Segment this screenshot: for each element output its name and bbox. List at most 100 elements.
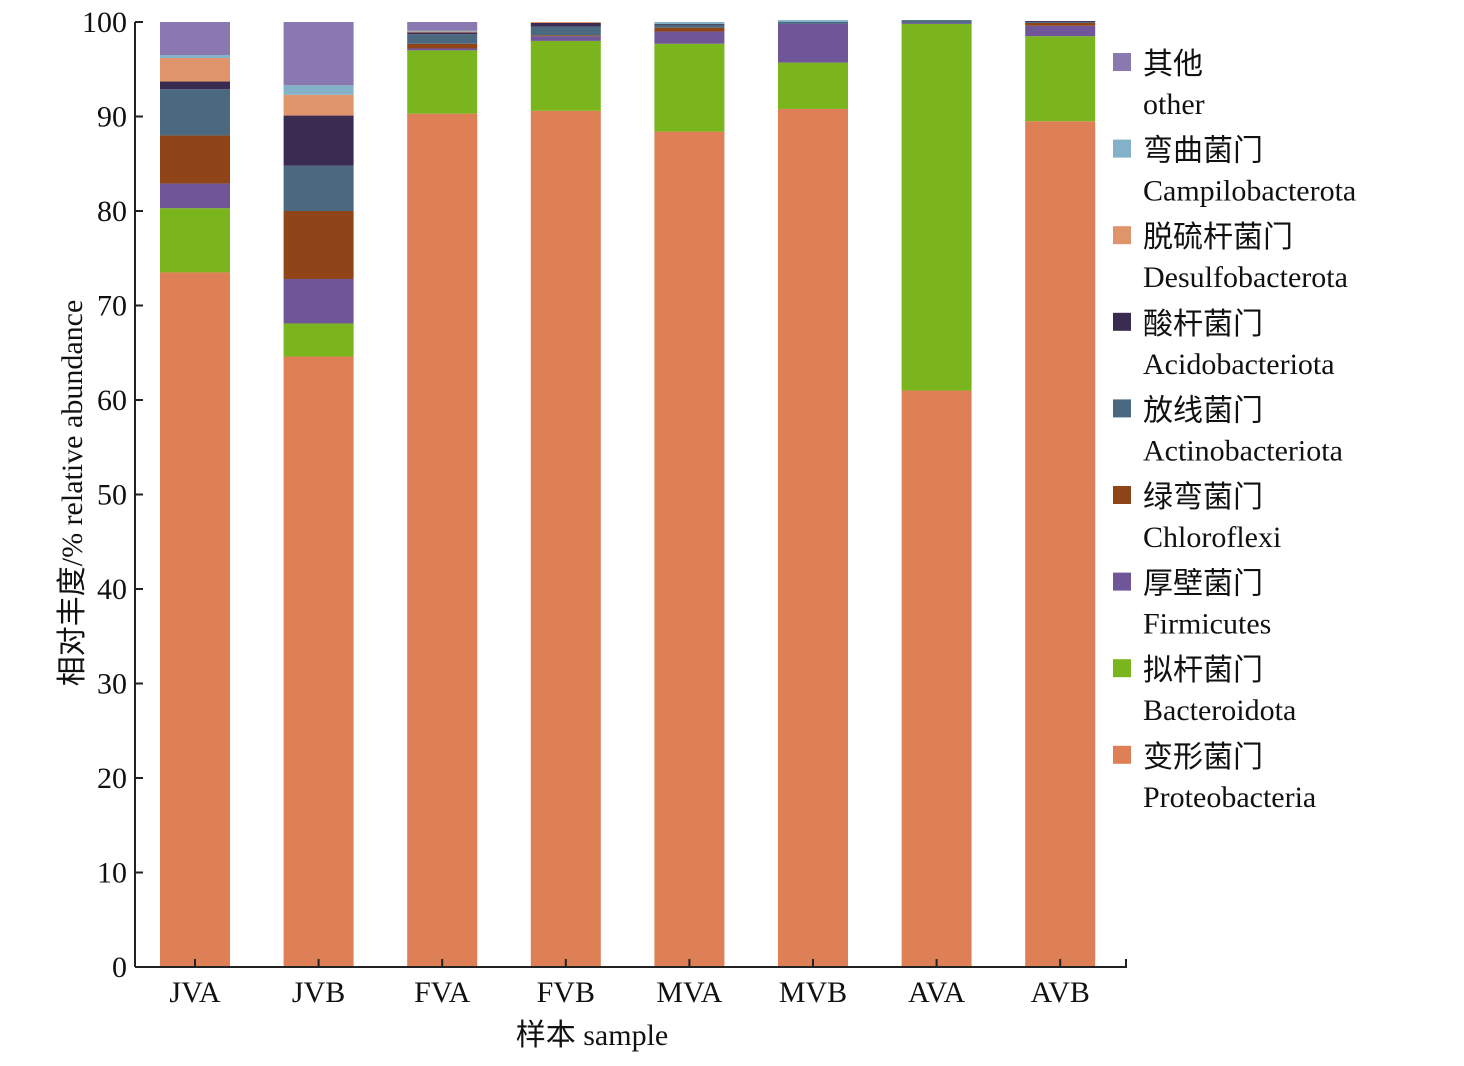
x-tick-label-jvb: JVB bbox=[292, 976, 345, 1009]
bar-segment-jva-other bbox=[160, 22, 230, 56]
bar-segment-fvb-acidobacteriota bbox=[530, 22, 601, 27]
bar-segment-avb-chloroflexi bbox=[1025, 22, 1096, 26]
bar-segment-mvb-bacteroidota bbox=[778, 62, 848, 109]
legend-label-cn-other: 其他 bbox=[1143, 48, 1203, 81]
bar-segment-jvb-other bbox=[283, 22, 354, 86]
bar-segment-jvb-campilobacterota bbox=[283, 85, 354, 95]
legend-swatch-firmicutes bbox=[1113, 572, 1131, 591]
bar-segment-fva-other bbox=[407, 22, 478, 31]
y-tick-label: 50 bbox=[97, 479, 127, 512]
legend-label-firmicutes: Firmicutes bbox=[1143, 608, 1271, 641]
bar-segment-fvb-firmicutes bbox=[530, 36, 601, 41]
bar-segment-fva-actinobacteriota bbox=[407, 34, 478, 44]
bar-segment-jvb-desulfobacterota bbox=[283, 94, 354, 116]
y-ticks-group: 0 10 20 30 40 50 60 70 80 90 100 bbox=[82, 6, 143, 984]
bar-segment-fva-proteobacteria bbox=[407, 113, 478, 967]
bar-segment-jva-proteobacteria bbox=[160, 272, 230, 967]
legend-label-proteobacteria: Proteobacteria bbox=[1143, 781, 1316, 814]
legend-swatch-desulfobacterota bbox=[1113, 226, 1131, 245]
x-ticks-group: JVA JVB FVA FVB MVA MVB AVA AVB bbox=[169, 959, 1127, 1009]
legend-label-cn-proteobacteria: 变形菌门 bbox=[1143, 741, 1263, 774]
legend-label-cn-actinobacteriota: 放线菌门 bbox=[1143, 394, 1263, 427]
legend-label-cn-chloroflexi: 绿弯菌门 bbox=[1143, 481, 1263, 514]
bar-segment-jvb-acidobacteriota bbox=[283, 115, 354, 166]
bar-segment-jvb-bacteroidota bbox=[283, 323, 354, 357]
bar-segment-mva-bacteroidota bbox=[654, 43, 725, 132]
bar-segment-mvb-firmicutes bbox=[778, 23, 848, 63]
legend-label-cn-desulfobacterota: 脱硫杆菌门 bbox=[1143, 221, 1293, 254]
y-tick-label: 90 bbox=[97, 101, 127, 134]
y-tick-label: 30 bbox=[97, 668, 127, 701]
bar-segment-mvb-proteobacteria bbox=[778, 108, 848, 967]
bar-segment-fva-desulfobacterota bbox=[407, 31, 478, 33]
bar-segment-ava-bacteroidota bbox=[901, 23, 972, 391]
y-axis-title: 相对丰度/% relative abundance bbox=[56, 300, 89, 687]
legend-label-acidobacteriota: Acidobacteriota bbox=[1143, 348, 1335, 381]
x-tick-label-mvb: MVB bbox=[779, 976, 847, 1009]
bar-segment-jva-campilobacterota bbox=[160, 55, 230, 58]
bar-segment-jvb-proteobacteria bbox=[283, 356, 354, 967]
legend-label-chloroflexi: Chloroflexi bbox=[1143, 521, 1281, 554]
x-tick-label-ava: AVA bbox=[908, 976, 966, 1009]
bar-segment-fvb-bacteroidota bbox=[530, 40, 601, 111]
bar-segment-fva-bacteroidota bbox=[407, 50, 478, 114]
legend-swatch-proteobacteria bbox=[1113, 745, 1131, 764]
legend-swatch-campilobacterota bbox=[1113, 139, 1131, 158]
bar-segment-fva-campilobacterota bbox=[407, 30, 478, 32]
legend-label-cn-firmicutes: 厚壁菌门 bbox=[1143, 568, 1263, 601]
legend: 其他 other 弯曲菌门 Campilobacterota 脱硫杆菌门 Desulfob… bbox=[1113, 48, 1356, 814]
bar-segment-jva-firmicutes bbox=[160, 183, 230, 209]
bar-segment-jva-acidobacteriota bbox=[160, 81, 230, 90]
bar-segment-mva-campilobacterota bbox=[654, 22, 725, 24]
bar-segment-jvb-chloroflexi bbox=[283, 211, 354, 280]
y-tick-label: 10 bbox=[97, 857, 127, 890]
bar-segment-avb-actinobacteriota bbox=[1025, 22, 1096, 23]
y-tick-label: 80 bbox=[97, 195, 127, 228]
legend-label-other: other bbox=[1143, 88, 1205, 121]
bar-segment-avb-proteobacteria bbox=[1025, 121, 1096, 968]
bar-segment-avb-firmicutes bbox=[1025, 25, 1096, 37]
bar-segment-mva-proteobacteria bbox=[654, 131, 725, 967]
legend-label-cn-acidobacteriota: 酸杆菌门 bbox=[1143, 308, 1263, 341]
legend-label-actinobacteriota: Actinobacteriota bbox=[1143, 434, 1343, 467]
y-tick-label: 40 bbox=[97, 573, 127, 606]
y-tick-label: 0 bbox=[112, 951, 127, 984]
bar-segment-jva-desulfobacterota bbox=[160, 57, 230, 82]
bar-segment-mva-acidobacteriota bbox=[654, 23, 725, 25]
legend-swatch-acidobacteriota bbox=[1113, 312, 1131, 331]
x-tick-label-jva: JVA bbox=[169, 976, 220, 1009]
bar-segment-mvb-campilobacterota bbox=[778, 20, 848, 22]
bar-segment-fva-chloroflexi bbox=[407, 43, 478, 49]
bar-segment-fvb-proteobacteria bbox=[530, 110, 601, 967]
y-tick-label: 100 bbox=[82, 6, 127, 39]
bar-segment-mva-chloroflexi bbox=[654, 27, 725, 32]
legend-label-campilobacterota: Campilobacterota bbox=[1143, 175, 1356, 208]
x-axis-title: 样本 sample bbox=[516, 1019, 668, 1052]
bar-segment-avb-acidobacteriota bbox=[1025, 21, 1096, 23]
bar-segment-fva-firmicutes bbox=[407, 48, 478, 51]
bar-segment-jva-actinobacteriota bbox=[160, 89, 230, 136]
x-tick-label-mva: MVA bbox=[656, 976, 722, 1009]
y-tick-label: 60 bbox=[97, 384, 127, 417]
bar-segment-mva-actinobacteriota bbox=[654, 24, 725, 28]
bar-segment-mvb-actinobacteriota bbox=[778, 22, 848, 24]
x-tick-label-fva: FVA bbox=[414, 976, 470, 1009]
legend-label-cn-campilobacterota: 弯曲菌门 bbox=[1143, 135, 1263, 168]
bar-segment-ava-actinobacteriota bbox=[901, 20, 972, 23]
bar-segment-fva-acidobacteriota bbox=[407, 32, 478, 35]
bar-segment-avb-bacteroidota bbox=[1025, 36, 1096, 122]
legend-label-bacteroidota: Bacteroidota bbox=[1143, 694, 1296, 727]
legend-swatch-bacteroidota bbox=[1113, 659, 1131, 678]
legend-swatch-other bbox=[1113, 53, 1131, 71]
legend-swatch-chloroflexi bbox=[1113, 486, 1131, 504]
legend-label-cn-bacteroidota: 拟杆菌门 bbox=[1143, 654, 1263, 687]
bar-segment-mva-firmicutes bbox=[654, 31, 725, 44]
bar-segment-ava-firmicutes bbox=[901, 22, 972, 24]
bars-group bbox=[160, 20, 1096, 968]
y-tick-label: 70 bbox=[97, 290, 127, 323]
bar-segment-jvb-actinobacteriota bbox=[283, 165, 354, 211]
bar-segment-jvb-firmicutes bbox=[283, 279, 354, 324]
bar-segment-fvb-chloroflexi bbox=[530, 35, 601, 37]
y-tick-label: 20 bbox=[97, 762, 127, 795]
